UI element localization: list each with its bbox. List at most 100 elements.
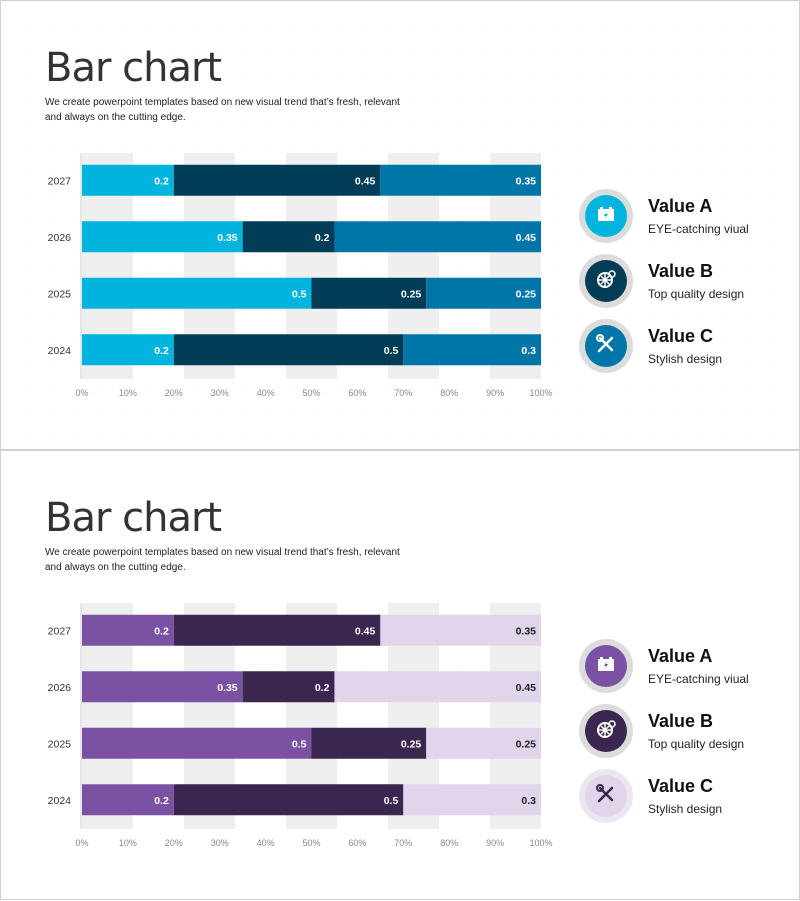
data-label: 0.35 bbox=[217, 232, 238, 244]
legend-text: Top quality design bbox=[648, 287, 745, 301]
data-label: 0.2 bbox=[315, 232, 330, 244]
legend-text: EYE-catching viual bbox=[648, 222, 749, 236]
subtitle: We create powerpoint templates based on … bbox=[45, 547, 400, 573]
x-tick-label: 10% bbox=[119, 838, 137, 848]
slide-blue: Bar chart We create powerpoint templates… bbox=[0, 0, 800, 450]
data-label: 0.45 bbox=[355, 175, 376, 187]
bar-segment bbox=[426, 727, 541, 759]
data-label: 0.45 bbox=[516, 682, 537, 694]
bar-segment bbox=[173, 334, 404, 366]
data-label: 0.3 bbox=[521, 795, 536, 807]
bar-segment bbox=[403, 784, 541, 816]
page-title: Bar chart bbox=[45, 45, 222, 91]
legend-text: Stylish design bbox=[648, 352, 723, 366]
data-label: 0.5 bbox=[292, 738, 307, 750]
slide-purple: Bar chart We create powerpoint templates… bbox=[0, 450, 800, 900]
wheel-gear-icon bbox=[595, 718, 617, 745]
y-tick-label: 2026 bbox=[48, 682, 72, 694]
data-label: 0.45 bbox=[516, 232, 537, 244]
legend-item: Value B Top quality design bbox=[579, 254, 789, 319]
x-tick-label: 60% bbox=[348, 388, 366, 398]
bar-segment bbox=[311, 727, 427, 759]
legend-badge bbox=[579, 704, 633, 758]
bar-segment bbox=[82, 727, 312, 759]
bar-segment bbox=[82, 614, 174, 646]
legend-title: Value A bbox=[648, 196, 713, 216]
data-label: 0.25 bbox=[516, 738, 537, 750]
legend: Value A EYE-catching viual Value B Top q… bbox=[579, 639, 789, 834]
legend-item: Value A EYE-catching viual bbox=[579, 189, 789, 254]
data-label: 0.2 bbox=[154, 175, 169, 187]
x-tick-label: 100% bbox=[529, 388, 552, 398]
x-tick-label: 40% bbox=[257, 388, 275, 398]
legend-title: Value A bbox=[648, 646, 713, 666]
legend-text: Top quality design bbox=[648, 737, 745, 751]
wheel-gear-icon bbox=[595, 268, 617, 295]
bar-segment bbox=[311, 277, 427, 309]
x-tick-label: 10% bbox=[119, 388, 137, 398]
bar-segment bbox=[173, 164, 381, 196]
legend-item: Value C Stylish design bbox=[579, 769, 789, 834]
bar-chart: 2027 0.2 0.45 0.35 2026 0.35 0.2 0.45 2025 0.5 0.2… bbox=[48, 153, 553, 398]
x-tick-label: 90% bbox=[486, 388, 504, 398]
legend: Value A EYE-catching viual Value B Top q… bbox=[579, 189, 789, 384]
x-tick-label: 50% bbox=[302, 388, 320, 398]
y-tick-label: 2024 bbox=[48, 345, 72, 357]
x-tick-label: 30% bbox=[211, 838, 229, 848]
y-tick-label: 2025 bbox=[48, 738, 72, 750]
legend-text: Stylish design bbox=[648, 802, 723, 816]
bar-segment bbox=[403, 334, 541, 366]
data-label: 0.2 bbox=[154, 345, 169, 357]
bar-segment bbox=[82, 671, 243, 703]
data-label: 0.35 bbox=[516, 175, 537, 187]
legend-title: Value C bbox=[648, 326, 714, 346]
x-tick-label: 70% bbox=[394, 388, 412, 398]
bar-segment bbox=[82, 221, 243, 253]
legend-text: EYE-catching viual bbox=[648, 672, 749, 686]
bar-segment bbox=[82, 164, 174, 196]
y-tick-label: 2027 bbox=[48, 175, 72, 187]
bar-segment bbox=[82, 784, 174, 816]
bar-segment bbox=[334, 671, 541, 703]
bar-segment bbox=[242, 221, 335, 253]
bar-segment bbox=[173, 614, 381, 646]
battery-icon bbox=[596, 205, 616, 228]
bar-segment bbox=[334, 221, 541, 253]
bar-segment bbox=[173, 784, 404, 816]
legend-title: Value B bbox=[648, 261, 714, 281]
x-tick-label: 20% bbox=[165, 388, 183, 398]
legend-item: Value B Top quality design bbox=[579, 704, 789, 769]
bar-segment bbox=[380, 614, 541, 646]
data-label: 0.2 bbox=[154, 625, 169, 637]
x-tick-label: 80% bbox=[440, 388, 458, 398]
bar-segment bbox=[82, 334, 174, 366]
legend-badge bbox=[579, 254, 633, 308]
x-tick-label: 0% bbox=[75, 838, 88, 848]
battery-icon bbox=[596, 655, 616, 678]
bar-segment bbox=[380, 164, 541, 196]
data-label: 0.25 bbox=[516, 288, 537, 300]
y-tick-label: 2027 bbox=[48, 625, 72, 637]
data-label: 0.35 bbox=[516, 625, 537, 637]
legend-item: Value A EYE-catching viual bbox=[579, 639, 789, 704]
data-label: 0.5 bbox=[384, 345, 399, 357]
x-tick-label: 20% bbox=[165, 838, 183, 848]
x-tick-label: 40% bbox=[257, 838, 275, 848]
data-label: 0.45 bbox=[355, 625, 376, 637]
legend-badge bbox=[579, 189, 633, 243]
legend-badge bbox=[579, 769, 633, 823]
legend-title: Value C bbox=[648, 776, 714, 796]
data-label: 0.3 bbox=[521, 345, 536, 357]
y-tick-label: 2024 bbox=[48, 795, 72, 807]
tools-icon bbox=[595, 783, 617, 810]
data-label: 0.5 bbox=[292, 288, 307, 300]
y-tick-label: 2026 bbox=[48, 232, 72, 244]
x-tick-label: 100% bbox=[529, 838, 552, 848]
data-label: 0.25 bbox=[401, 738, 422, 750]
x-tick-label: 80% bbox=[440, 838, 458, 848]
data-label: 0.35 bbox=[217, 682, 238, 694]
legend-title: Value B bbox=[648, 711, 714, 731]
legend-badge bbox=[579, 639, 633, 693]
page-title: Bar chart bbox=[45, 495, 222, 541]
data-label: 0.2 bbox=[315, 682, 330, 694]
